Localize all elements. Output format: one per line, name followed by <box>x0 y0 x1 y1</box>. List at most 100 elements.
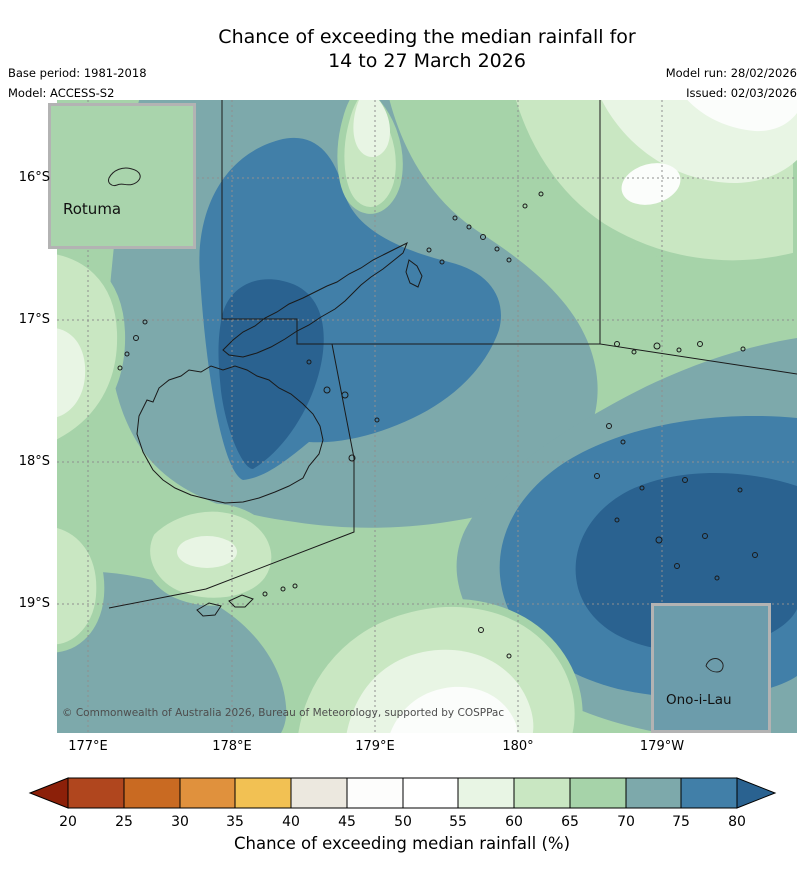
island-marker <box>714 575 720 581</box>
colorbar-tick-80: 80 <box>728 814 746 830</box>
island-marker <box>752 552 758 558</box>
island-marker <box>737 487 743 493</box>
island-marker <box>594 473 600 479</box>
island-marker <box>506 257 512 263</box>
island-marker <box>280 586 286 592</box>
island-marker <box>426 247 432 253</box>
colorbar-arrow-high <box>736 777 777 809</box>
island-marker <box>348 454 356 462</box>
colorbar-segment-30-35 <box>179 777 236 809</box>
lon-tick-178e: 178°E <box>212 739 252 754</box>
colorbar-segment-50-55 <box>402 777 459 809</box>
colorbar-segment-55-60 <box>457 777 515 809</box>
contour-fills <box>57 100 797 733</box>
colorbar-segment-40-45 <box>290 777 348 809</box>
colorbar-tick-60: 60 <box>505 814 523 830</box>
inset-rotuma-label: Rotuma <box>63 200 122 218</box>
island-marker <box>614 517 620 523</box>
island-marker <box>452 215 458 221</box>
colorbar-segment-35-40 <box>234 777 292 809</box>
lat-tick-17s: 17°S <box>18 312 50 327</box>
colorbar-tick-25: 25 <box>115 814 133 830</box>
colorbar-tick-35: 35 <box>226 814 244 830</box>
lat-tick-19s: 19°S <box>18 596 50 611</box>
eez-boundaries <box>108 100 797 609</box>
colorbar-tick-70: 70 <box>617 814 635 830</box>
island-marker <box>306 359 312 365</box>
eez-boundary-west <box>221 100 600 345</box>
island-marker <box>480 234 486 240</box>
map-area: © Commonwealth of Australia 2026, Bureau… <box>48 100 797 733</box>
contour-55-60-left <box>57 328 86 418</box>
island-marker <box>676 347 682 353</box>
eez-boundary-east <box>599 100 797 375</box>
colorbar-arrow-low <box>28 777 69 809</box>
colorbar-segment-70-75 <box>625 777 682 809</box>
contour-55-60-below-vitilevu <box>177 536 237 568</box>
lon-tick-177e: 177°E <box>68 739 108 754</box>
colorbar-tick-45: 45 <box>338 814 356 830</box>
colorbar-tick-20: 20 <box>59 814 77 830</box>
colorbar-tick-40: 40 <box>282 814 300 830</box>
kadavu-coastline <box>196 594 254 617</box>
island-marker <box>674 563 680 569</box>
island-marker <box>323 386 331 394</box>
island-marker <box>142 319 148 325</box>
island-marker <box>117 365 123 371</box>
colorbar-segment-60-65 <box>513 777 571 809</box>
lon-tick-179e: 179°E <box>355 739 395 754</box>
island-marker <box>631 349 637 355</box>
island-marker <box>702 533 708 539</box>
colorbar-segment-45-50 <box>346 777 404 809</box>
inset-rotuma-map <box>108 167 141 186</box>
figure-title-line1: Chance of exceeding the median rainfall … <box>218 26 636 48</box>
colorbar-tick-50: 50 <box>394 814 412 830</box>
contour-70-75-southwest <box>57 571 287 733</box>
inset-ono-map <box>705 658 724 673</box>
island-marker <box>466 224 472 230</box>
issued-label: Issued: 02/03/2026 <box>686 86 797 100</box>
inset-rotuma: Rotuma <box>48 103 196 249</box>
meta-right: Model run: 28/02/2026 Issued: 02/03/2026 <box>666 63 797 103</box>
contour-55-60-top-tongue <box>353 100 390 157</box>
taveuni-coastline <box>405 259 423 288</box>
ono-i-lau-island-coastline <box>705 658 724 673</box>
island-marker <box>655 536 663 544</box>
lon-tick-180: 180° <box>502 739 534 754</box>
island-marker <box>262 591 268 597</box>
colorbar-segment-65-70 <box>569 777 627 809</box>
inset-ono-i-lau: Ono-i-Lau <box>651 603 771 733</box>
colorbar: 20 25 30 35 40 45 50 55 60 65 70 75 80 <box>28 777 777 830</box>
meta-left: Base period: 1981-2018 Model: ACCESS-S2 <box>8 63 147 103</box>
rotuma-island-coastline <box>108 167 141 186</box>
coastlines <box>117 191 758 659</box>
colorbar-tick-30: 30 <box>171 814 189 830</box>
colorbar-segment-25-30 <box>123 777 181 809</box>
vanua-levu-coastline <box>222 241 408 358</box>
model-run-label: Model run: 28/02/2026 <box>665 66 797 80</box>
island-marker <box>682 477 688 483</box>
island-marker <box>506 653 512 659</box>
island-marker <box>740 346 746 352</box>
island-marker <box>374 417 380 423</box>
lon-tick-179w: 179°W <box>639 739 685 754</box>
island-marker <box>697 341 703 347</box>
map-canvas <box>57 100 797 733</box>
base-period-label: Base period: 1981-2018 <box>8 66 147 80</box>
graticule <box>57 100 797 733</box>
contour-60-65-left-lower <box>57 519 105 653</box>
contour-50-55-northeast-blob <box>621 163 681 205</box>
eez-boundary-central <box>108 343 355 609</box>
viti-levu-coastline <box>136 365 324 504</box>
island-marker <box>639 485 645 491</box>
island-marker <box>620 439 626 445</box>
island-marker <box>606 423 612 429</box>
island-marker <box>439 259 445 265</box>
colorbar-tick-75: 75 <box>672 814 690 830</box>
island-marker <box>478 627 484 633</box>
island-marker <box>133 335 139 341</box>
figure-title: Chance of exceeding the median rainfall … <box>57 26 797 74</box>
island-marker <box>538 191 544 197</box>
colorbar-label: Chance of exceeding median rainfall (%) <box>233 834 571 853</box>
